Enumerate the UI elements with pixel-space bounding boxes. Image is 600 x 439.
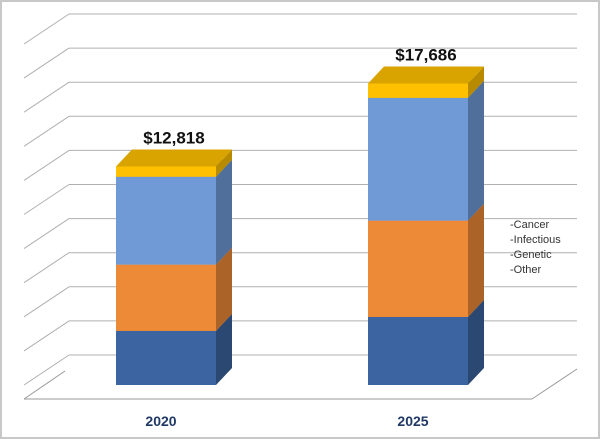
- bar-side-infectious: [216, 247, 232, 331]
- bar-side-infectious: [468, 203, 484, 317]
- legend-item-genetic: -Genetic: [510, 249, 552, 261]
- total-label-2025: $17,686: [395, 45, 456, 64]
- total-label-2020: $12,818: [143, 128, 204, 147]
- bar-front-other: [368, 83, 468, 98]
- gridline-side: [23, 218, 70, 250]
- gridline-side: [23, 252, 70, 284]
- bars-layer: [116, 66, 484, 385]
- floor-right-edge: [531, 368, 578, 400]
- gridline-side: [23, 81, 70, 113]
- bar-segment-genetic-2025: [368, 80, 484, 221]
- gridline-side: [23, 149, 70, 181]
- bar-top-other: [116, 149, 232, 167]
- gridline-side: [23, 354, 70, 386]
- category-label-2025: 2025: [397, 413, 428, 429]
- bar-segment-other-2025: [368, 66, 484, 98]
- gridline-side: [23, 13, 70, 45]
- bar-segment-other-2020: [116, 149, 232, 177]
- bar-front-cancer: [368, 316, 468, 385]
- category-label-2020: 2020: [145, 413, 176, 429]
- bar-front-genetic: [368, 97, 468, 221]
- legend: -Cancer -Infectious -Genetic -Other: [510, 219, 561, 276]
- bar-front-other: [116, 166, 216, 177]
- bar-side-cancer: [468, 299, 484, 385]
- bar-front-cancer: [116, 330, 216, 385]
- gridline-side: [23, 184, 70, 215]
- gridline-side: [23, 115, 70, 147]
- legend-item-infectious: -Infectious: [510, 234, 561, 246]
- floor-left-edge: [23, 370, 66, 400]
- grid-layer: [23, 13, 578, 400]
- gridline-side: [23, 286, 70, 318]
- labels-layer: $12,818 2020 $17,686 2025: [143, 45, 456, 429]
- bar-front-infectious: [116, 264, 216, 331]
- bar-front-genetic: [116, 176, 216, 265]
- legend-item-other: -Other: [510, 264, 542, 276]
- gridline-side: [23, 47, 70, 79]
- bar-side-genetic: [468, 80, 484, 221]
- bar-front-infectious: [368, 220, 468, 317]
- bar-side-cancer: [216, 313, 232, 385]
- bar-side-other: [468, 66, 484, 98]
- bar-side-genetic: [216, 159, 232, 265]
- bar-side-other: [216, 149, 232, 177]
- bar-top-other: [368, 66, 484, 84]
- gridline-side: [23, 320, 70, 352]
- legend-item-cancer: -Cancer: [510, 219, 549, 231]
